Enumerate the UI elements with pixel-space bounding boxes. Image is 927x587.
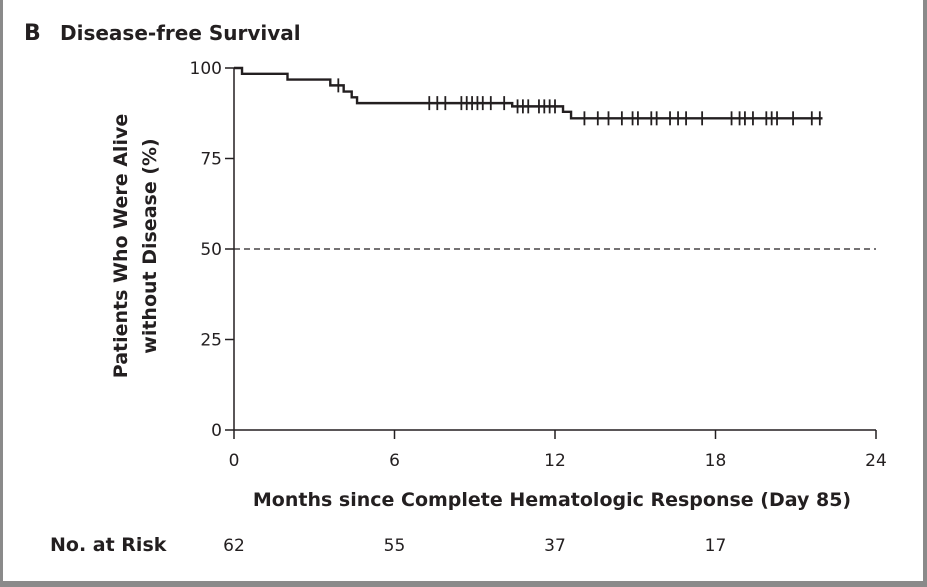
x-tick-label: 24 [865,451,887,471]
x-tick-label: 6 [389,451,400,471]
x-axis-title: Months since Complete Hematologic Respon… [253,489,851,511]
risk-table-values: 62 55 37 17 [223,536,726,556]
x-tick-label: 0 [229,451,240,471]
risk-value: 37 [544,536,566,556]
risk-value: 55 [384,536,406,556]
y-tick-label: 100 [190,59,222,79]
y-tick-label: 25 [200,331,222,351]
frame-bottom-border [0,581,927,587]
frame-left-border [0,0,3,587]
axes: 0 25 50 75 100 0 6 12 18 24 [190,59,887,471]
survival-curve [234,66,823,120]
frame-right-border [923,0,927,587]
y-tick-label: 50 [200,240,222,260]
y-axis-title-line1: Patients Who Were Alive [110,114,132,378]
x-tick-label: 18 [705,451,727,471]
y-axis-title-line2: without Disease (%) [139,138,161,353]
survival-curve-group [234,66,823,120]
panel-letter: B [24,21,41,46]
censor-marks-group [337,78,821,126]
risk-table-label: No. at Risk [50,534,167,556]
x-tick-label: 12 [544,451,566,471]
y-tick-label: 75 [200,150,222,170]
panel-title: Disease-free Survival [60,21,301,45]
risk-value: 17 [705,536,727,556]
risk-value: 62 [223,536,245,556]
y-tick-label: 0 [211,421,222,441]
